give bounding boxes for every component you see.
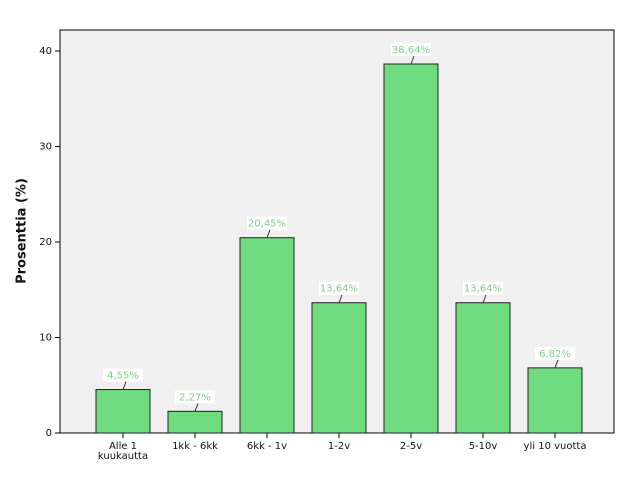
label-bg <box>247 216 287 230</box>
value-label: 20,45% <box>248 219 286 230</box>
y-tick-label: 10 <box>39 333 52 344</box>
value-label: 4,55% <box>107 371 139 382</box>
y-tick-label: 40 <box>39 46 52 57</box>
label-leader <box>410 55 415 65</box>
label-leader <box>554 359 559 369</box>
label-leader <box>122 381 127 390</box>
bar <box>311 302 367 434</box>
x-tick-label: yli 10 vuotta <box>523 441 587 452</box>
y-axis-label: Prosenttia (%) <box>15 178 30 284</box>
y-tick-label: 30 <box>39 142 52 153</box>
x-tick-label: 2-5v <box>399 441 423 452</box>
y-tick-label: 0 <box>46 428 52 439</box>
label-leader <box>266 229 271 238</box>
label-leader <box>194 403 199 412</box>
label-leader <box>338 294 343 303</box>
label-bg <box>463 281 503 295</box>
y-tick-label: 20 <box>39 237 52 248</box>
bar <box>239 237 295 434</box>
label-bg <box>391 42 431 56</box>
value-label: 2,27% <box>179 392 211 403</box>
bar <box>455 302 511 434</box>
label-bg <box>319 281 359 295</box>
value-label: 6,82% <box>539 349 571 360</box>
x-tick-label: 1kk - 6kk <box>172 441 218 452</box>
bar <box>95 389 151 434</box>
x-tick-label: 6kk - 1v <box>246 441 288 452</box>
bar <box>383 63 439 434</box>
value-label: 38,64% <box>392 45 430 56</box>
x-tick-label: 1-2v <box>327 441 351 452</box>
value-label: 13,64% <box>320 284 358 295</box>
bar <box>167 410 223 434</box>
label-leader <box>482 294 487 303</box>
label-bg <box>103 368 143 382</box>
value-label: 13,64% <box>464 284 502 295</box>
label-bg <box>535 346 575 360</box>
x-tick-label: 5-10v <box>468 441 498 452</box>
label-bg <box>175 390 215 404</box>
bar <box>527 367 583 434</box>
x-tick-label: Alle 1 kuukautta <box>97 441 149 462</box>
